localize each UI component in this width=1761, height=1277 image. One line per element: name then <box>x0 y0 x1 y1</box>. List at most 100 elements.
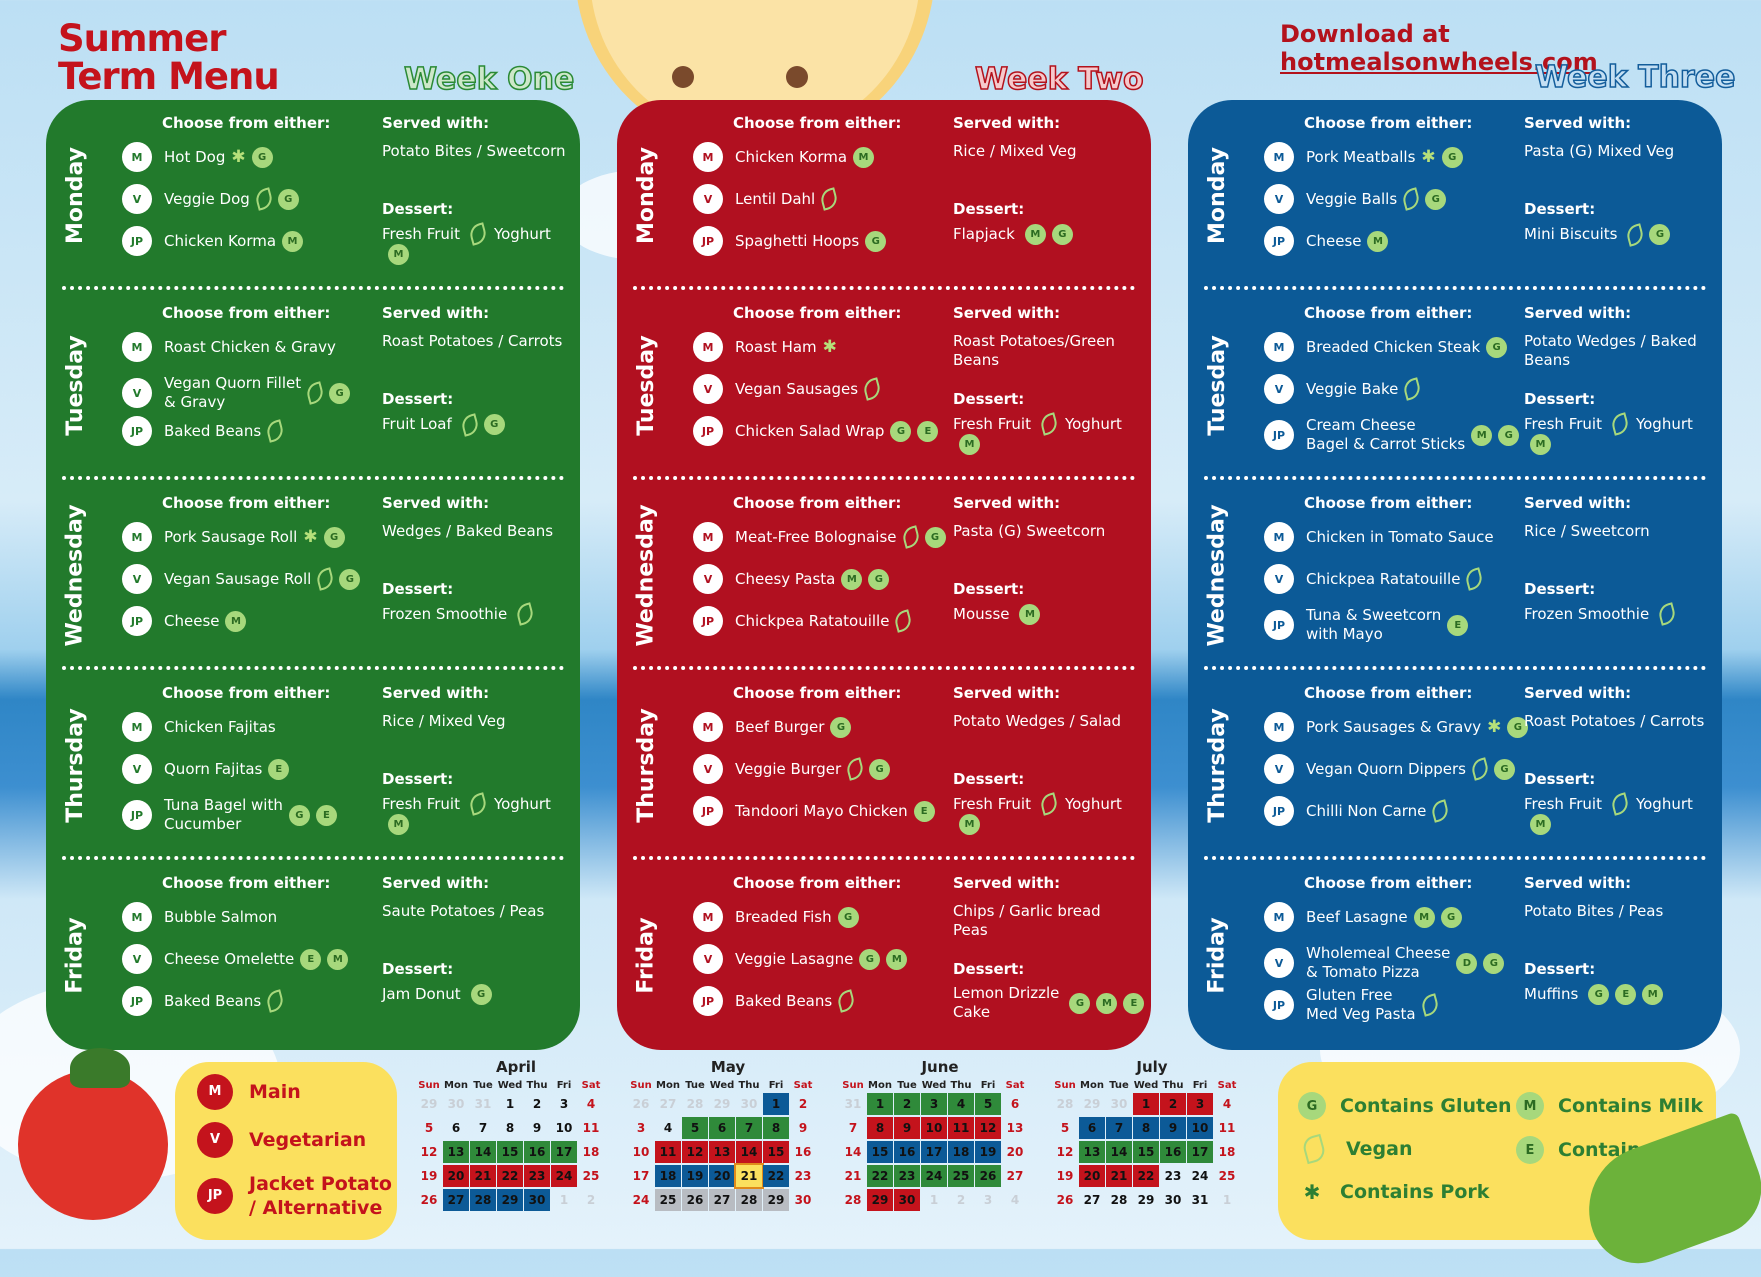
dish-name: Pork Sausage Roll <box>164 527 298 546</box>
choose-header: Choose from either: <box>1304 494 1473 512</box>
day-name-column: Monday <box>621 115 671 275</box>
dish-name: Chicken in Tomato Sauce <box>1306 527 1494 546</box>
calendar-day: 18 <box>655 1165 681 1187</box>
calendar-day: 20 <box>1006 1145 1024 1159</box>
calendar-day: 2 <box>894 1093 920 1115</box>
menu-option: V Vegan Quorn Fillet & Gravy G <box>122 374 351 412</box>
calendar-day: 21 <box>1106 1165 1132 1187</box>
calendar-day: 25 <box>948 1165 974 1187</box>
legend-badge: M <box>197 1074 233 1110</box>
menu-option: JP Tuna & Sweetcorn with Mayo E <box>1264 606 1469 644</box>
meal-type-badge: M <box>693 902 723 932</box>
menu-option: JP Chickpea Ratatouille <box>693 606 914 636</box>
dessert-row: Frozen Smoothie <box>1524 602 1720 626</box>
meal-type-badge: M <box>1264 142 1294 172</box>
allergen-badge: M <box>1530 434 1551 455</box>
meal-type-badge: V <box>693 754 723 784</box>
dessert-item: Jam Donut <box>382 985 461 1003</box>
calendar-day: 24 <box>632 1193 650 1207</box>
calendar-day: 28 <box>1056 1097 1074 1111</box>
day-label: Wednesday <box>633 503 659 647</box>
meal-type-badge: JP <box>1264 610 1294 640</box>
allergen-badge: G <box>924 526 946 548</box>
calendar-grid: Sun Mon Tue Wed Thu Fri Sat 28 29 30 1 2 3 4 5 6 7 8 9 10 11… <box>1052 1080 1252 1211</box>
calendar-day: 20 <box>443 1165 469 1187</box>
dessert-item: Fresh Fruit <box>382 794 460 813</box>
dish-name: Veggie Balls <box>1306 189 1398 208</box>
meal-type-badge: M <box>693 332 723 362</box>
day-block-wednesday: Wednesday Choose from either: Served with:… <box>46 480 580 670</box>
meal-type-badge: V <box>693 564 723 594</box>
served-header: Served with: <box>953 874 1061 892</box>
eggs-badge: E <box>1516 1136 1544 1164</box>
pork-star-icon: ✱ <box>1303 1180 1321 1204</box>
menu-option: JP Spaghetti Hoops G <box>693 226 887 256</box>
allergen-label: Contains Milk <box>1558 1095 1703 1117</box>
calendar-day: 28 <box>470 1189 496 1211</box>
dish-name: Cheese <box>164 611 220 630</box>
pork-star-icon: ✱ <box>822 337 837 357</box>
legend-item-vegetarian: V Vegetarian <box>197 1122 366 1158</box>
calendar-day: 16 <box>524 1141 550 1163</box>
calendar-april: April Sun Mon Tue Wed Thu Fri Sat 29 30 31 1 2 3 4 5 6 7 8… <box>416 1058 616 1211</box>
dish-name: Chickpea Ratatouille <box>1306 569 1461 588</box>
dessert-item: Mini Biscuits <box>1524 225 1618 243</box>
milk-badge: M <box>1516 1092 1544 1120</box>
dish-name: Chilli Non Carne <box>1306 801 1427 820</box>
allergen-badge: G <box>470 984 492 1005</box>
weekday-header: Sat <box>793 1080 813 1091</box>
calendar-day: 22 <box>867 1165 893 1187</box>
calendar-june: June Sun Mon Tue Wed Thu Fri Sat 31 1 2 3 4 5 6 7 8 9 10 11… <box>840 1058 1040 1211</box>
dessert-item: Frozen Smoothie <box>382 604 508 623</box>
menu-option: JP Baked Beans <box>122 416 286 446</box>
dessert-header: Dessert: <box>953 200 1025 218</box>
calendar-day: 30 <box>447 1097 465 1111</box>
dish-name: Chicken Salad Wrap <box>735 421 885 440</box>
dish-name: Vegan Sausage Roll <box>164 569 312 588</box>
dish-name: Meat-Free Bolognaise <box>735 527 897 546</box>
calendar-day: 30 <box>524 1189 550 1211</box>
calendar-day: 11 <box>582 1121 600 1135</box>
calendar-day: 25 <box>1218 1169 1236 1183</box>
meal-type-badge: JP <box>1264 226 1294 256</box>
vegan-leaf-icon <box>844 757 866 781</box>
day-block-tuesday: Tuesday Choose from either: Served with: De… <box>617 290 1151 480</box>
calendar-day: 13 <box>1006 1121 1024 1135</box>
menu-option: V Cheesy Pasta M G <box>693 564 890 594</box>
allergen-badge: G <box>1483 952 1505 974</box>
dish-name: Beef Lasagne <box>1306 907 1408 926</box>
meal-type-badge: M <box>122 712 152 742</box>
weekday-header: Sat <box>1005 1080 1025 1091</box>
weekday-header: Sun <box>1054 1080 1076 1091</box>
menu-option: V Vegan Quorn Dippers G <box>1264 754 1515 784</box>
day-block-wednesday: Wednesday Choose from either: Served with:… <box>617 480 1151 670</box>
served-header: Served with: <box>382 684 490 702</box>
served-header: Served with: <box>382 494 490 512</box>
day-name-column: Wednesday <box>1192 495 1242 655</box>
calendar-day: 22 <box>1133 1165 1159 1187</box>
dessert-row: Fresh Fruit Yoghurt M <box>1524 792 1720 835</box>
calendar-day: 4 <box>663 1121 673 1135</box>
allergen-badge: G <box>1498 424 1520 446</box>
calendar-day: 24 <box>551 1165 577 1187</box>
allergen-badge: D <box>1456 952 1478 974</box>
day-block-tuesday: Tuesday Choose from either: Served with: De… <box>1188 290 1722 480</box>
dish-name: Chicken Korma <box>164 231 277 250</box>
calendar-day: 28 <box>736 1189 762 1211</box>
allergen-badge: G <box>1069 992 1091 1014</box>
pork-star-icon: ✱ <box>231 147 246 167</box>
calendar-day: 28 <box>844 1193 862 1207</box>
allergen-badge: G <box>1486 336 1508 358</box>
weekday-header: Sat <box>1217 1080 1237 1091</box>
dish-name: Cream Cheese Bagel & Carrot Sticks <box>1306 416 1466 453</box>
dessert-row: Mini Biscuits G <box>1524 222 1720 247</box>
calendar-day: 28 <box>1110 1193 1128 1207</box>
day-name-column: Tuesday <box>621 305 671 465</box>
allergen-badge: M <box>959 434 980 455</box>
meal-type-badge: JP <box>693 416 723 446</box>
download-link[interactable]: hotmealsonwheels.com <box>1280 48 1598 76</box>
allergen-badge: E <box>917 420 939 442</box>
dessert-item: Yoghurt <box>493 224 551 243</box>
vegan-leaf-icon <box>467 792 489 816</box>
calendar-day: 30 <box>1110 1097 1128 1111</box>
